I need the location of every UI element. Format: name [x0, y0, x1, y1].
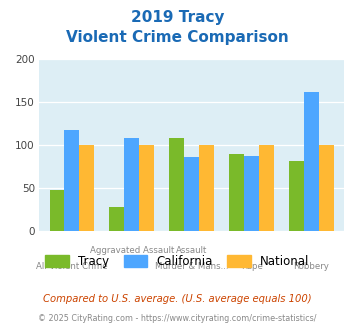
- Bar: [65, 130, 80, 231]
- Bar: [199, 145, 214, 231]
- Text: Violent Crime Comparison: Violent Crime Comparison: [66, 30, 289, 45]
- Text: Assault: Assault: [176, 246, 207, 255]
- Text: Murder & Mans...: Murder & Mans...: [155, 262, 229, 271]
- Bar: [169, 138, 184, 231]
- Bar: [244, 156, 259, 231]
- Bar: [139, 145, 154, 231]
- Bar: [259, 145, 274, 231]
- Bar: [50, 190, 65, 231]
- Bar: [109, 207, 124, 231]
- Bar: [80, 145, 94, 231]
- Bar: [319, 145, 334, 231]
- Bar: [304, 92, 319, 231]
- Text: All Violent Crime: All Violent Crime: [36, 262, 108, 271]
- Bar: [184, 157, 199, 231]
- Text: Robbery: Robbery: [294, 262, 329, 271]
- Bar: [289, 161, 304, 231]
- Text: Compared to U.S. average. (U.S. average equals 100): Compared to U.S. average. (U.S. average …: [43, 294, 312, 304]
- Legend: Tracy, California, National: Tracy, California, National: [40, 250, 315, 273]
- Text: Rape: Rape: [241, 262, 262, 271]
- Text: Aggravated Assault: Aggravated Assault: [90, 246, 174, 255]
- Text: 2019 Tracy: 2019 Tracy: [131, 10, 224, 25]
- Bar: [124, 138, 139, 231]
- Text: © 2025 CityRating.com - https://www.cityrating.com/crime-statistics/: © 2025 CityRating.com - https://www.city…: [38, 314, 317, 323]
- Bar: [229, 154, 244, 231]
